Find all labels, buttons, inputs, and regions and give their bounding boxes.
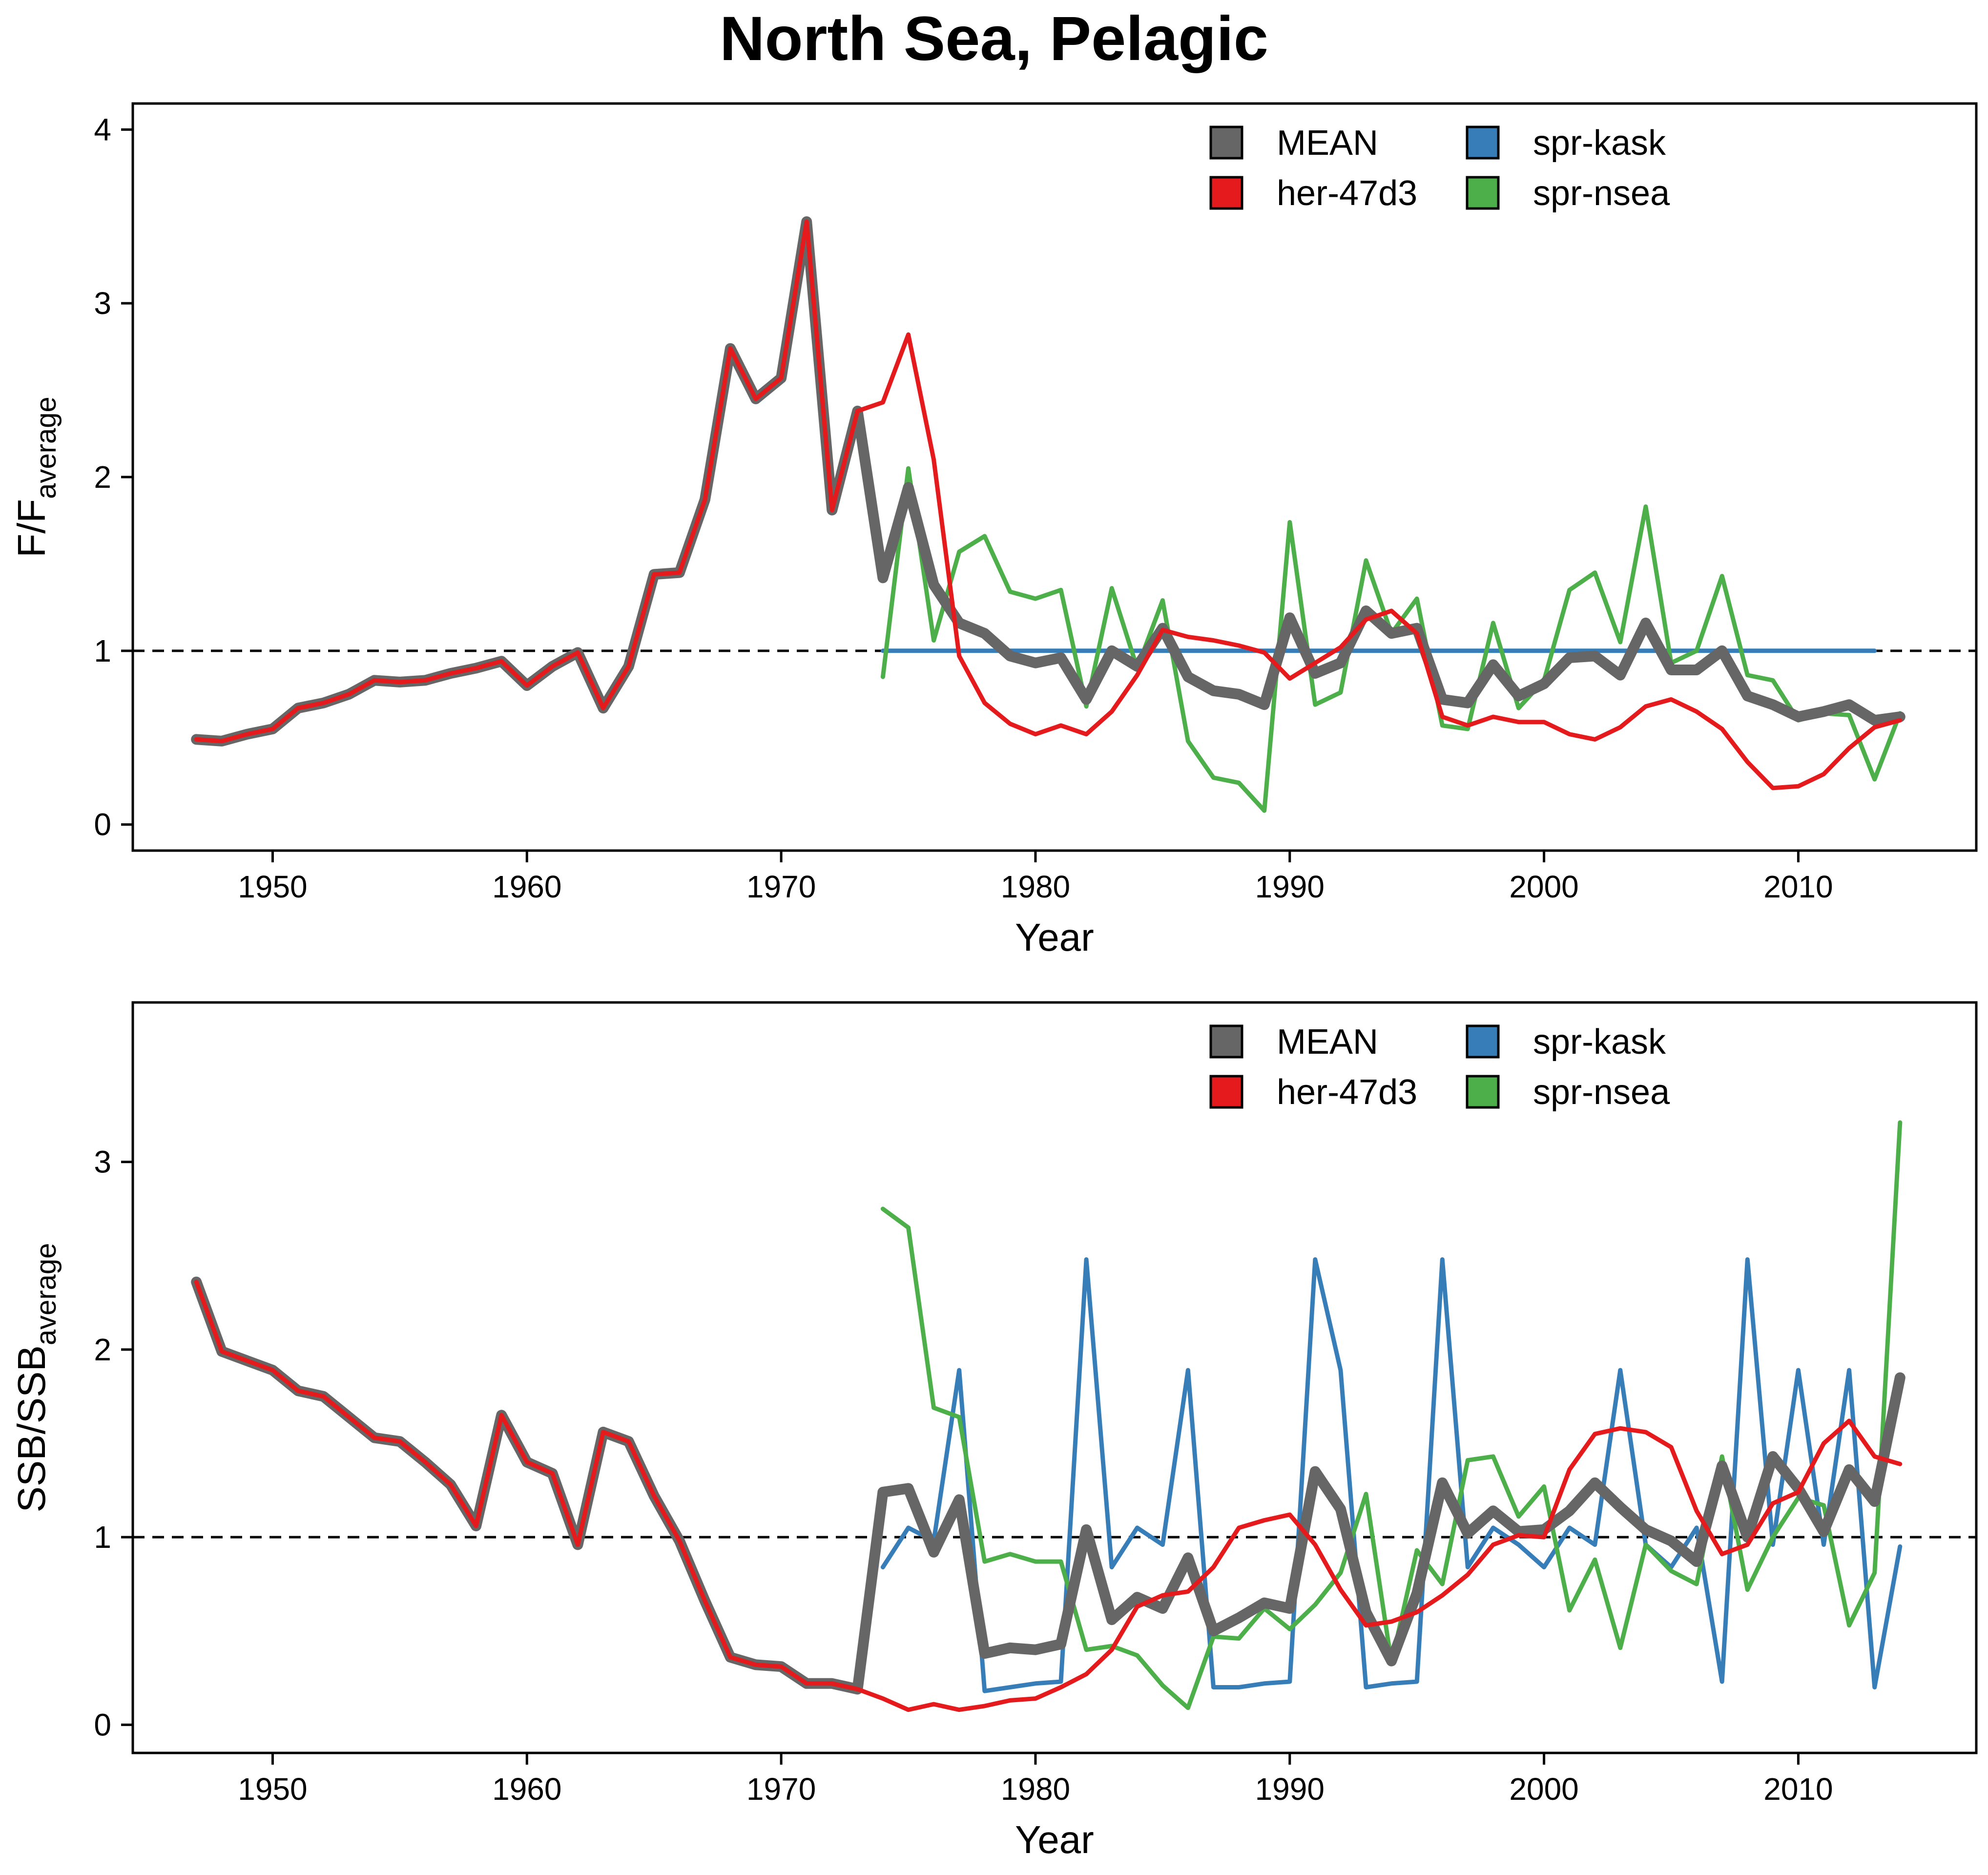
y-tick-label: 3 xyxy=(94,1145,111,1180)
f-panel: 0 1 2 3 4 1950 1960 1970 1980 1990 2000 2010 Year F/F… xyxy=(10,102,1978,959)
y-axis-title-main: F/F xyxy=(10,499,53,558)
legend-swatch-spr-kask xyxy=(1466,125,1500,160)
y-tick-label: 4 xyxy=(94,112,111,147)
series-line-her-47d3 xyxy=(194,219,1903,791)
x-tick-label: 1950 xyxy=(238,869,307,904)
legend-swatch-mean xyxy=(1209,1024,1243,1059)
legend-swatch-spr-nsea xyxy=(1466,176,1500,210)
chart-title: North Sea, Pelagic xyxy=(720,4,1268,74)
legend-label-spr-nsea: spr-nsea xyxy=(1533,1073,1670,1112)
x-tick-label: 1970 xyxy=(746,1771,816,1807)
x-tick-label: 2000 xyxy=(1509,869,1578,904)
y-tick-label: 1 xyxy=(94,1520,111,1555)
y-axis-title: F/Faverage xyxy=(10,396,62,558)
legend-label-her-47d3: her-47d3 xyxy=(1277,1073,1417,1112)
y-axis-title-subscript: average xyxy=(30,1243,62,1346)
y-tick-label: 0 xyxy=(94,1707,111,1742)
legend-label-mean: MEAN xyxy=(1277,1022,1378,1062)
plot-frame xyxy=(131,102,1978,852)
legend-swatch-mean xyxy=(1209,125,1243,160)
y-axis-title: SSB/SSBaverage xyxy=(10,1243,62,1513)
y-tick-label: 3 xyxy=(94,286,111,321)
legend-label-spr-kask: spr-kask xyxy=(1533,1022,1666,1062)
legend-label-her-47d3: her-47d3 xyxy=(1277,174,1417,213)
y-tick-label: 1 xyxy=(94,633,111,668)
y-tick-label: 0 xyxy=(94,807,111,842)
x-tick-label: 1960 xyxy=(492,1771,561,1807)
legend-label-mean: MEAN xyxy=(1277,124,1378,163)
series-line-spr-kask xyxy=(880,1257,1903,1693)
x-axis-title: Year xyxy=(1015,1818,1094,1861)
series-line-her-47d3 xyxy=(194,1280,1903,1712)
legend-swatch-spr-kask xyxy=(1466,1024,1500,1059)
x-tick-label: 2010 xyxy=(1763,869,1833,904)
x-tick-label: 1970 xyxy=(746,869,816,904)
plot-frame xyxy=(131,1001,1978,1754)
y-tick-label: 2 xyxy=(94,459,111,495)
x-tick-label: 1980 xyxy=(1001,869,1070,904)
x-tick-label: 1990 xyxy=(1255,869,1325,904)
x-tick-label: 2010 xyxy=(1763,1771,1833,1807)
x-tick-label: 1950 xyxy=(238,1771,307,1807)
y-axis-title-subscript: average xyxy=(30,396,62,499)
legend-label-spr-kask: spr-kask xyxy=(1533,124,1666,163)
y-tick-label: 2 xyxy=(94,1332,111,1367)
x-tick-label: 2000 xyxy=(1509,1771,1578,1807)
legend-swatch-her-47d3 xyxy=(1209,1075,1243,1109)
x-tick-label: 1990 xyxy=(1255,1771,1325,1807)
legend-swatch-spr-nsea xyxy=(1466,1075,1500,1109)
series-line-mean xyxy=(191,216,1905,747)
x-axis-title: Year xyxy=(1015,916,1094,959)
legend-swatch-her-47d3 xyxy=(1209,176,1243,210)
y-axis-title-main: SSB/SSB xyxy=(10,1345,53,1512)
ssb-panel: 0 1 2 3 1950 1960 1970 1980 1990 2000 2010 Year SSB/… xyxy=(10,1001,1978,1861)
x-tick-label: 1980 xyxy=(1001,1771,1070,1807)
x-tick-label: 1960 xyxy=(492,869,561,904)
legend-label-spr-nsea: spr-nsea xyxy=(1533,174,1670,213)
